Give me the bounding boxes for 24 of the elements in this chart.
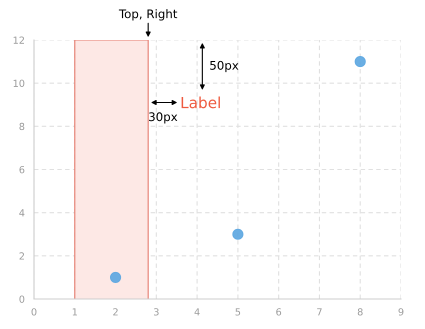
y-tick-label: 8	[19, 122, 24, 130]
x-tick-label: 6	[276, 308, 282, 316]
y-tick-label: 6	[19, 166, 24, 174]
point	[232, 228, 244, 240]
x-tick-label: 2	[113, 308, 118, 316]
x-tick-label: 8	[358, 308, 363, 316]
y-tick-label: 10	[14, 80, 24, 87]
x-tick-label: 0	[32, 308, 36, 316]
annotation: 30px	[149, 112, 178, 124]
y-tick-label: 2	[20, 252, 24, 260]
point	[110, 272, 122, 283]
x-tick-label: 5	[236, 308, 240, 316]
annotation: Label	[182, 96, 220, 108]
x-tick-label: 7	[317, 308, 322, 316]
x-tick-label: 1	[72, 308, 77, 316]
y-tick-label: 0	[19, 295, 24, 303]
x-tick-label: 3	[154, 308, 159, 316]
y-tick-label: 4	[19, 209, 24, 216]
y-tick-label: 12	[14, 36, 24, 44]
annotation: 50px	[210, 60, 238, 72]
x-tick-label: 4	[194, 308, 200, 316]
point	[354, 56, 366, 68]
x-tick-label: 9	[398, 308, 404, 316]
text: Top, Right	[118, 9, 178, 21]
